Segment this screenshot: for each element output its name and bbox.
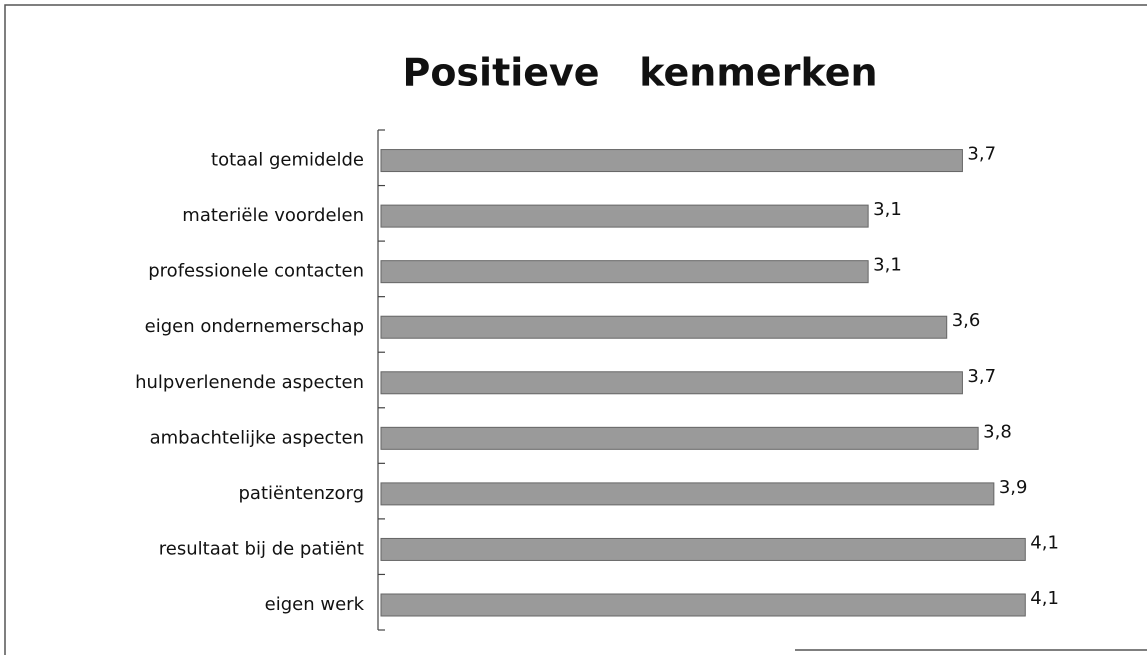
bar [380,426,979,450]
bar [380,315,948,339]
value-label: 3,1 [873,199,902,220]
bar [380,204,869,228]
value-label: 3,1 [873,255,902,276]
category-label: eigen werk [265,594,365,615]
bar [380,593,1026,617]
value-label: 3,7 [967,144,996,165]
bar [380,260,869,284]
category-label: totaal gemidelde [211,150,364,171]
category-label: hulpverlenende aspecten [135,372,364,393]
category-label: professionele contacten [148,261,364,282]
value-label: 3,6 [952,310,981,331]
bar [380,371,963,395]
value-label: 3,9 [999,477,1028,498]
category-label: resultaat bij de patiënt [159,538,364,559]
bar [380,482,995,506]
frame [4,4,1147,655]
category-label: patiëntenzorg [238,483,364,504]
category-label: ambachtelijke aspecten [150,427,364,448]
category-label: eigen ondernemerschap [145,316,364,337]
value-label: 3,7 [967,366,996,387]
value-label: 4,1 [1030,532,1059,553]
value-label: 3,8 [983,421,1012,442]
value-label: 4,1 [1030,588,1059,609]
bar [380,149,963,173]
category-label: materiële voordelen [182,205,364,226]
chart-title: Positieve kenmerken [402,51,877,95]
bar [380,537,1026,561]
